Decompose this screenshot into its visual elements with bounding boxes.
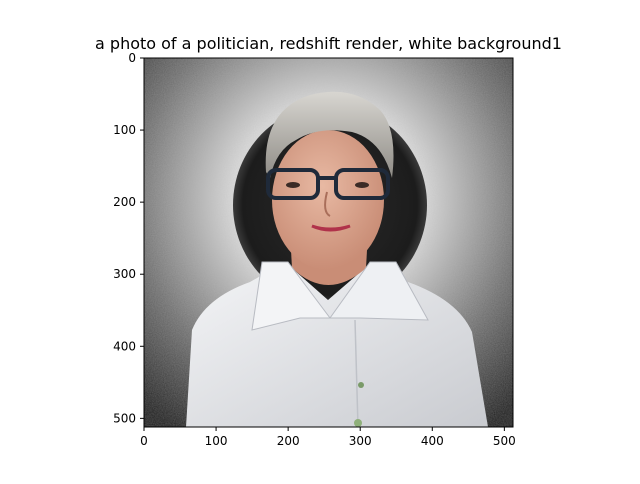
y-tick-label: 200	[113, 195, 136, 209]
y-tick-label: 100	[113, 123, 136, 137]
face	[272, 130, 384, 270]
shirt-button-2	[354, 419, 362, 427]
x-tick-label: 300	[349, 434, 372, 448]
nose	[324, 191, 331, 217]
x-axis: 0 100 200 300 400 500	[140, 427, 516, 448]
axes-frame	[143, 57, 514, 428]
x-tick-label: 0	[140, 434, 148, 448]
chart-title: a photo of a politician, redshift render…	[95, 34, 562, 53]
y-tick-label: 500	[113, 411, 136, 425]
eye-left	[286, 182, 300, 188]
y-tick-label: 300	[113, 267, 136, 281]
x-tick-label: 400	[421, 434, 444, 448]
collar-right	[329, 261, 429, 321]
y-axis: 0 100 200 300 400 500	[113, 51, 144, 425]
y-tick-label: 400	[113, 339, 136, 353]
collar-left	[251, 261, 331, 331]
lips	[311, 224, 351, 232]
glasses	[266, 168, 390, 200]
image-plot	[144, 58, 513, 427]
y-tick-label: 0	[128, 51, 136, 65]
shirt-button-1	[358, 382, 364, 388]
placket	[354, 319, 359, 427]
x-tick-label: 200	[277, 434, 300, 448]
x-tick-label: 500	[493, 434, 516, 448]
eye-right	[355, 182, 369, 188]
hair	[265, 91, 394, 178]
x-tick-label: 100	[205, 434, 228, 448]
